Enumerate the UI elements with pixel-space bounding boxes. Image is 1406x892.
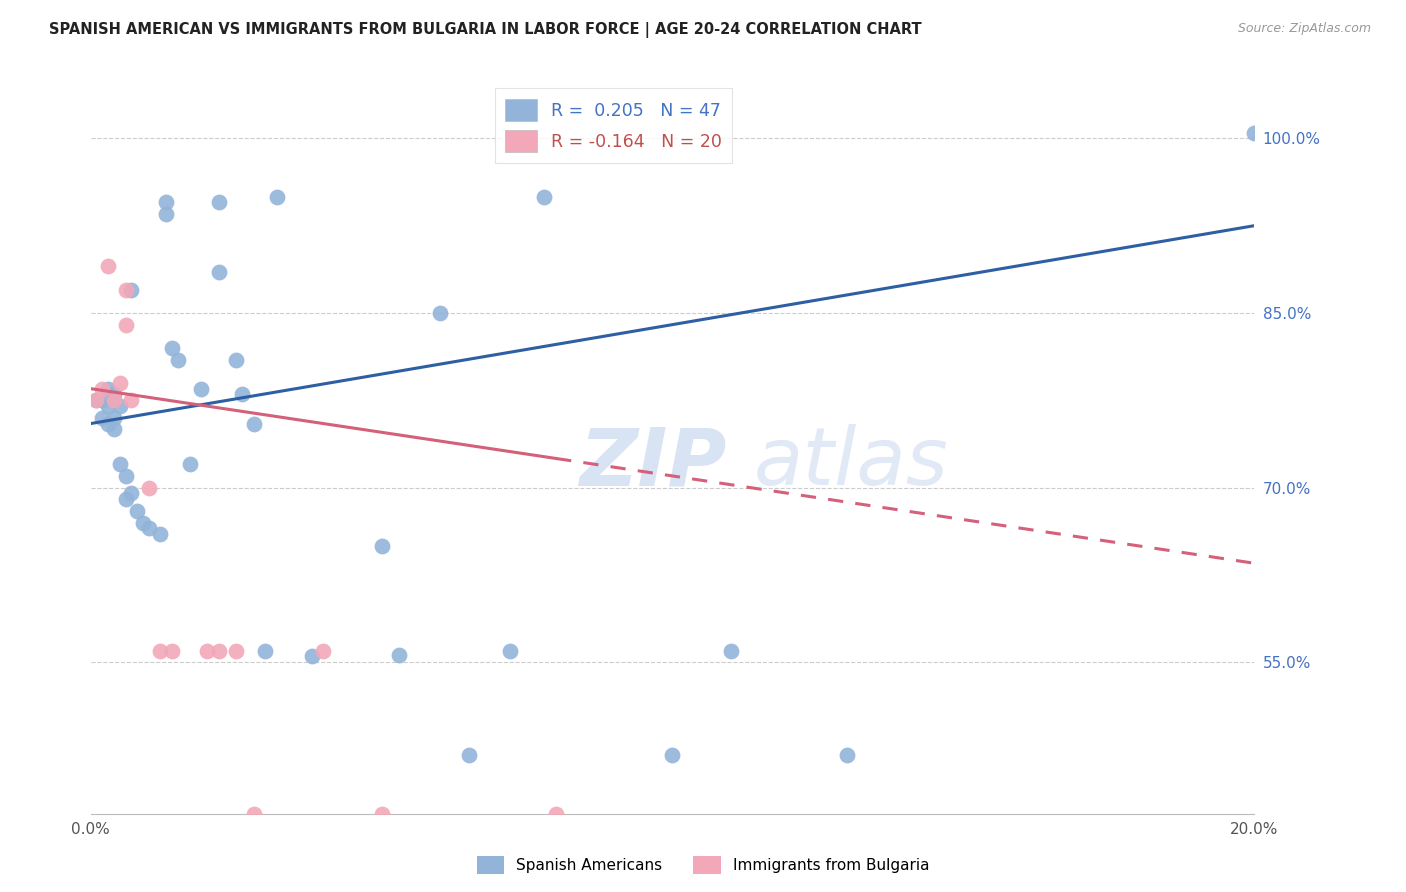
Point (138, 481, 160, 495)
Point (1243, 126, 1265, 140)
Point (103, 387, 125, 401)
Point (91, 393, 114, 408)
Point (225, 643, 247, 657)
Point (114, 283, 136, 297)
Point (429, 306, 451, 320)
Point (120, 486, 142, 500)
Point (91, 410, 114, 425)
Text: Source: ZipAtlas.com: Source: ZipAtlas.com (1237, 22, 1371, 36)
Point (225, 352, 247, 367)
Point (155, 195, 177, 210)
Text: ZIP: ZIP (579, 425, 727, 502)
Point (120, 393, 142, 408)
Point (207, 643, 229, 657)
Point (108, 399, 131, 413)
Legend: R =  0.205   N = 47, R = -0.164   N = 20: R = 0.205 N = 47, R = -0.164 N = 20 (495, 88, 731, 162)
Point (546, 806, 568, 821)
Point (97, 260, 120, 274)
Point (254, 643, 277, 657)
Point (108, 458, 131, 472)
Point (190, 382, 212, 396)
Point (266, 189, 288, 203)
Point (160, 643, 183, 657)
Point (167, 352, 190, 367)
Point (120, 283, 142, 297)
Point (207, 195, 229, 210)
Point (835, 748, 858, 763)
Point (103, 422, 125, 436)
Point (370, 806, 392, 821)
Point (91, 382, 114, 396)
Text: atlas: atlas (754, 425, 949, 502)
Point (97, 399, 120, 413)
Point (149, 527, 172, 541)
Point (533, 189, 555, 203)
Point (388, 648, 411, 663)
Point (103, 393, 125, 408)
Point (149, 643, 172, 657)
Point (370, 539, 392, 553)
Legend: Spanish Americans, Immigrants from Bulgaria: Spanish Americans, Immigrants from Bulga… (471, 850, 935, 880)
Point (195, 643, 218, 657)
Point (132, 516, 155, 530)
Point (301, 649, 323, 664)
Point (103, 410, 125, 425)
Point (86, 393, 108, 408)
Point (114, 318, 136, 332)
Point (179, 458, 201, 472)
Point (661, 748, 683, 763)
Point (160, 341, 183, 355)
Point (108, 376, 131, 390)
Point (312, 643, 335, 657)
Point (97, 417, 120, 431)
Point (114, 469, 136, 483)
Point (207, 265, 229, 279)
Point (86, 393, 108, 408)
Text: SPANISH AMERICAN VS IMMIGRANTS FROM BULGARIA IN LABOR FORCE | AGE 20-24 CORRELAT: SPANISH AMERICAN VS IMMIGRANTS FROM BULG… (49, 22, 922, 38)
Point (720, 643, 742, 657)
Point (231, 387, 253, 401)
Point (498, 643, 520, 657)
Point (242, 417, 264, 431)
Point (242, 806, 264, 821)
Point (127, 504, 149, 518)
Point (457, 748, 479, 763)
Point (114, 492, 136, 507)
Point (138, 521, 160, 535)
Point (97, 382, 120, 396)
Point (155, 207, 177, 221)
